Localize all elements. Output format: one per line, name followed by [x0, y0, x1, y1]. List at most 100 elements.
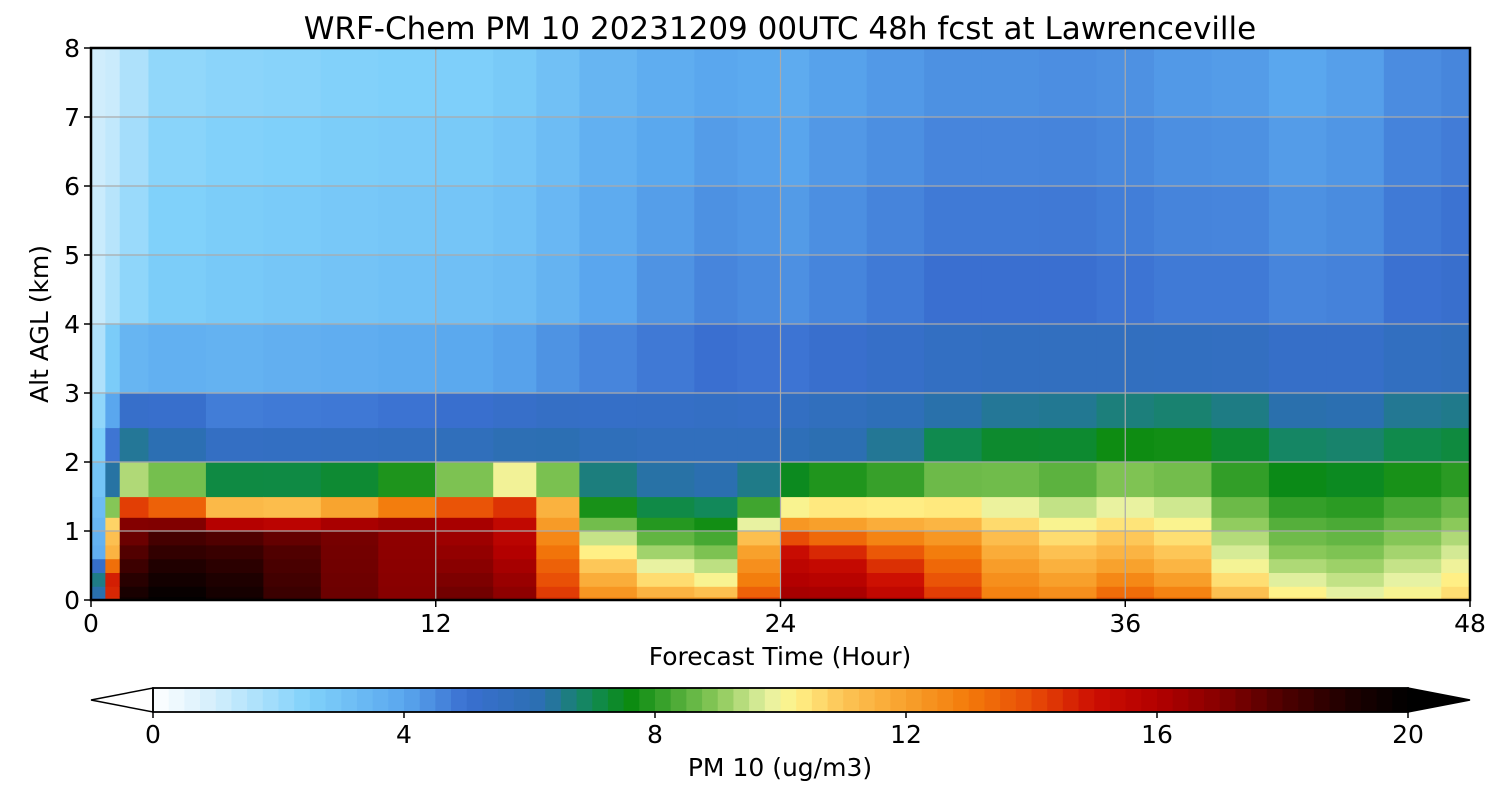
- heatmap-cell: [263, 324, 322, 394]
- heatmap-cell: [91, 427, 106, 463]
- heatmap-cell: [1326, 496, 1385, 518]
- heatmap-cell: [536, 255, 580, 325]
- heatmap-cell: [1211, 393, 1270, 429]
- heatmap-cell: [536, 544, 580, 560]
- heatmap-cell: [105, 427, 121, 463]
- heatmap-cell: [105, 186, 121, 256]
- heatmap-cell: [866, 48, 925, 118]
- x-tick-label: 24: [765, 609, 797, 638]
- heatmap-cell: [91, 324, 106, 394]
- heatmap-cell: [536, 596, 580, 600]
- heatmap-cell: [924, 544, 983, 560]
- heatmap-cell: [1039, 48, 1098, 118]
- colorbar-segment: [968, 688, 985, 712]
- heatmap-cell: [1039, 531, 1098, 546]
- heatmap-cell: [263, 586, 322, 598]
- heatmap-cell: [1211, 572, 1270, 587]
- heatmap-cell: [694, 255, 739, 325]
- heatmap-cell: [536, 531, 580, 546]
- heatmap-cell: [1383, 462, 1442, 498]
- heatmap-cell: [981, 393, 1040, 429]
- heatmap-cell: [1153, 255, 1213, 325]
- heatmap-cell: [148, 255, 207, 325]
- heatmap-cell: [1268, 255, 1327, 325]
- heatmap-cell: [91, 596, 106, 600]
- heatmap-cell: [579, 117, 638, 187]
- heatmap-cell: [1441, 393, 1470, 429]
- colorbar-segment: [513, 688, 530, 712]
- heatmap-cell: [1153, 572, 1213, 587]
- heatmap-cell: [105, 531, 121, 546]
- colorbar-segment: [1188, 688, 1205, 712]
- heatmap-cell: [1326, 531, 1385, 546]
- heatmap-cell: [493, 496, 537, 518]
- heatmap-cell: [119, 558, 150, 573]
- heatmap-cell: [1211, 48, 1270, 118]
- heatmap-cell: [148, 572, 207, 587]
- heatmap-cell: [205, 531, 264, 546]
- heatmap-cell: [694, 324, 739, 394]
- heatmap-cell: [636, 496, 695, 518]
- colorbar-segment: [215, 688, 232, 712]
- heatmap-cell: [1153, 596, 1213, 600]
- heatmap-cell: [924, 255, 983, 325]
- heatmap-cell: [579, 596, 638, 600]
- colorbar-segment: [1345, 688, 1362, 712]
- heatmap-cell: [981, 255, 1040, 325]
- heatmap-cell: [263, 572, 322, 587]
- heatmap-cell: [809, 255, 868, 325]
- heatmap-cell: [737, 48, 782, 118]
- colorbar-extend-high: [1407, 687, 1471, 713]
- heatmap-cell: [866, 517, 925, 532]
- heatmap-cell: [493, 596, 537, 600]
- heatmap-cell: [148, 596, 207, 600]
- heatmap-cell: [924, 517, 983, 532]
- heatmap-cell: [493, 48, 537, 118]
- y-tick-label: 2: [64, 448, 80, 477]
- heatmap-cell: [1211, 531, 1270, 546]
- heatmap-cell: [105, 558, 121, 573]
- heatmap-cell: [981, 324, 1040, 394]
- heatmap-cell: [119, 517, 150, 532]
- colorbar-segment: [435, 688, 452, 712]
- heatmap-cell: [205, 596, 264, 600]
- heatmap-cell: [205, 496, 264, 518]
- heatmap-cell: [636, 48, 695, 118]
- heatmap-cell: [809, 558, 868, 573]
- heatmap-cell: [809, 531, 868, 546]
- heatmap-cell: [1211, 586, 1270, 598]
- heatmap-cell: [536, 427, 580, 463]
- heatmap-cell: [320, 324, 379, 394]
- heatmap-cell: [737, 462, 782, 498]
- heatmap-cell: [1153, 558, 1213, 573]
- colorbar-segment: [1204, 688, 1221, 712]
- heatmap-cell: [981, 544, 1040, 560]
- heatmap-cell: [536, 117, 580, 187]
- heatmap-cell: [91, 517, 106, 532]
- colorbar-segment: [702, 688, 719, 712]
- heatmap-cell: [378, 255, 437, 325]
- heatmap-cell: [1211, 117, 1270, 187]
- heatmap-cell: [105, 596, 121, 600]
- colorbar-segment: [325, 688, 342, 712]
- heatmap-cell: [636, 255, 695, 325]
- heatmap-cell: [780, 427, 810, 463]
- heatmap-cell: [320, 48, 379, 118]
- heatmap-cell: [105, 572, 121, 587]
- heatmap-cell: [435, 558, 494, 573]
- heatmap-cell: [378, 517, 437, 532]
- heatmap-cell: [981, 531, 1040, 546]
- colorbar-segment: [607, 688, 625, 712]
- heatmap-cell: [1441, 324, 1470, 394]
- heatmap-cell: [205, 517, 264, 532]
- heatmap-cell: [866, 186, 925, 256]
- heatmap-cell: [579, 531, 638, 546]
- heatmap-cell: [1211, 427, 1270, 463]
- colorbar-segment: [451, 688, 468, 712]
- heatmap-cell: [636, 462, 695, 498]
- heatmap-cell: [866, 596, 925, 600]
- heatmap-cell: [105, 117, 121, 187]
- heatmap-cell: [119, 255, 150, 325]
- heatmap-cell: [205, 572, 264, 587]
- heatmap-cell: [1326, 544, 1385, 560]
